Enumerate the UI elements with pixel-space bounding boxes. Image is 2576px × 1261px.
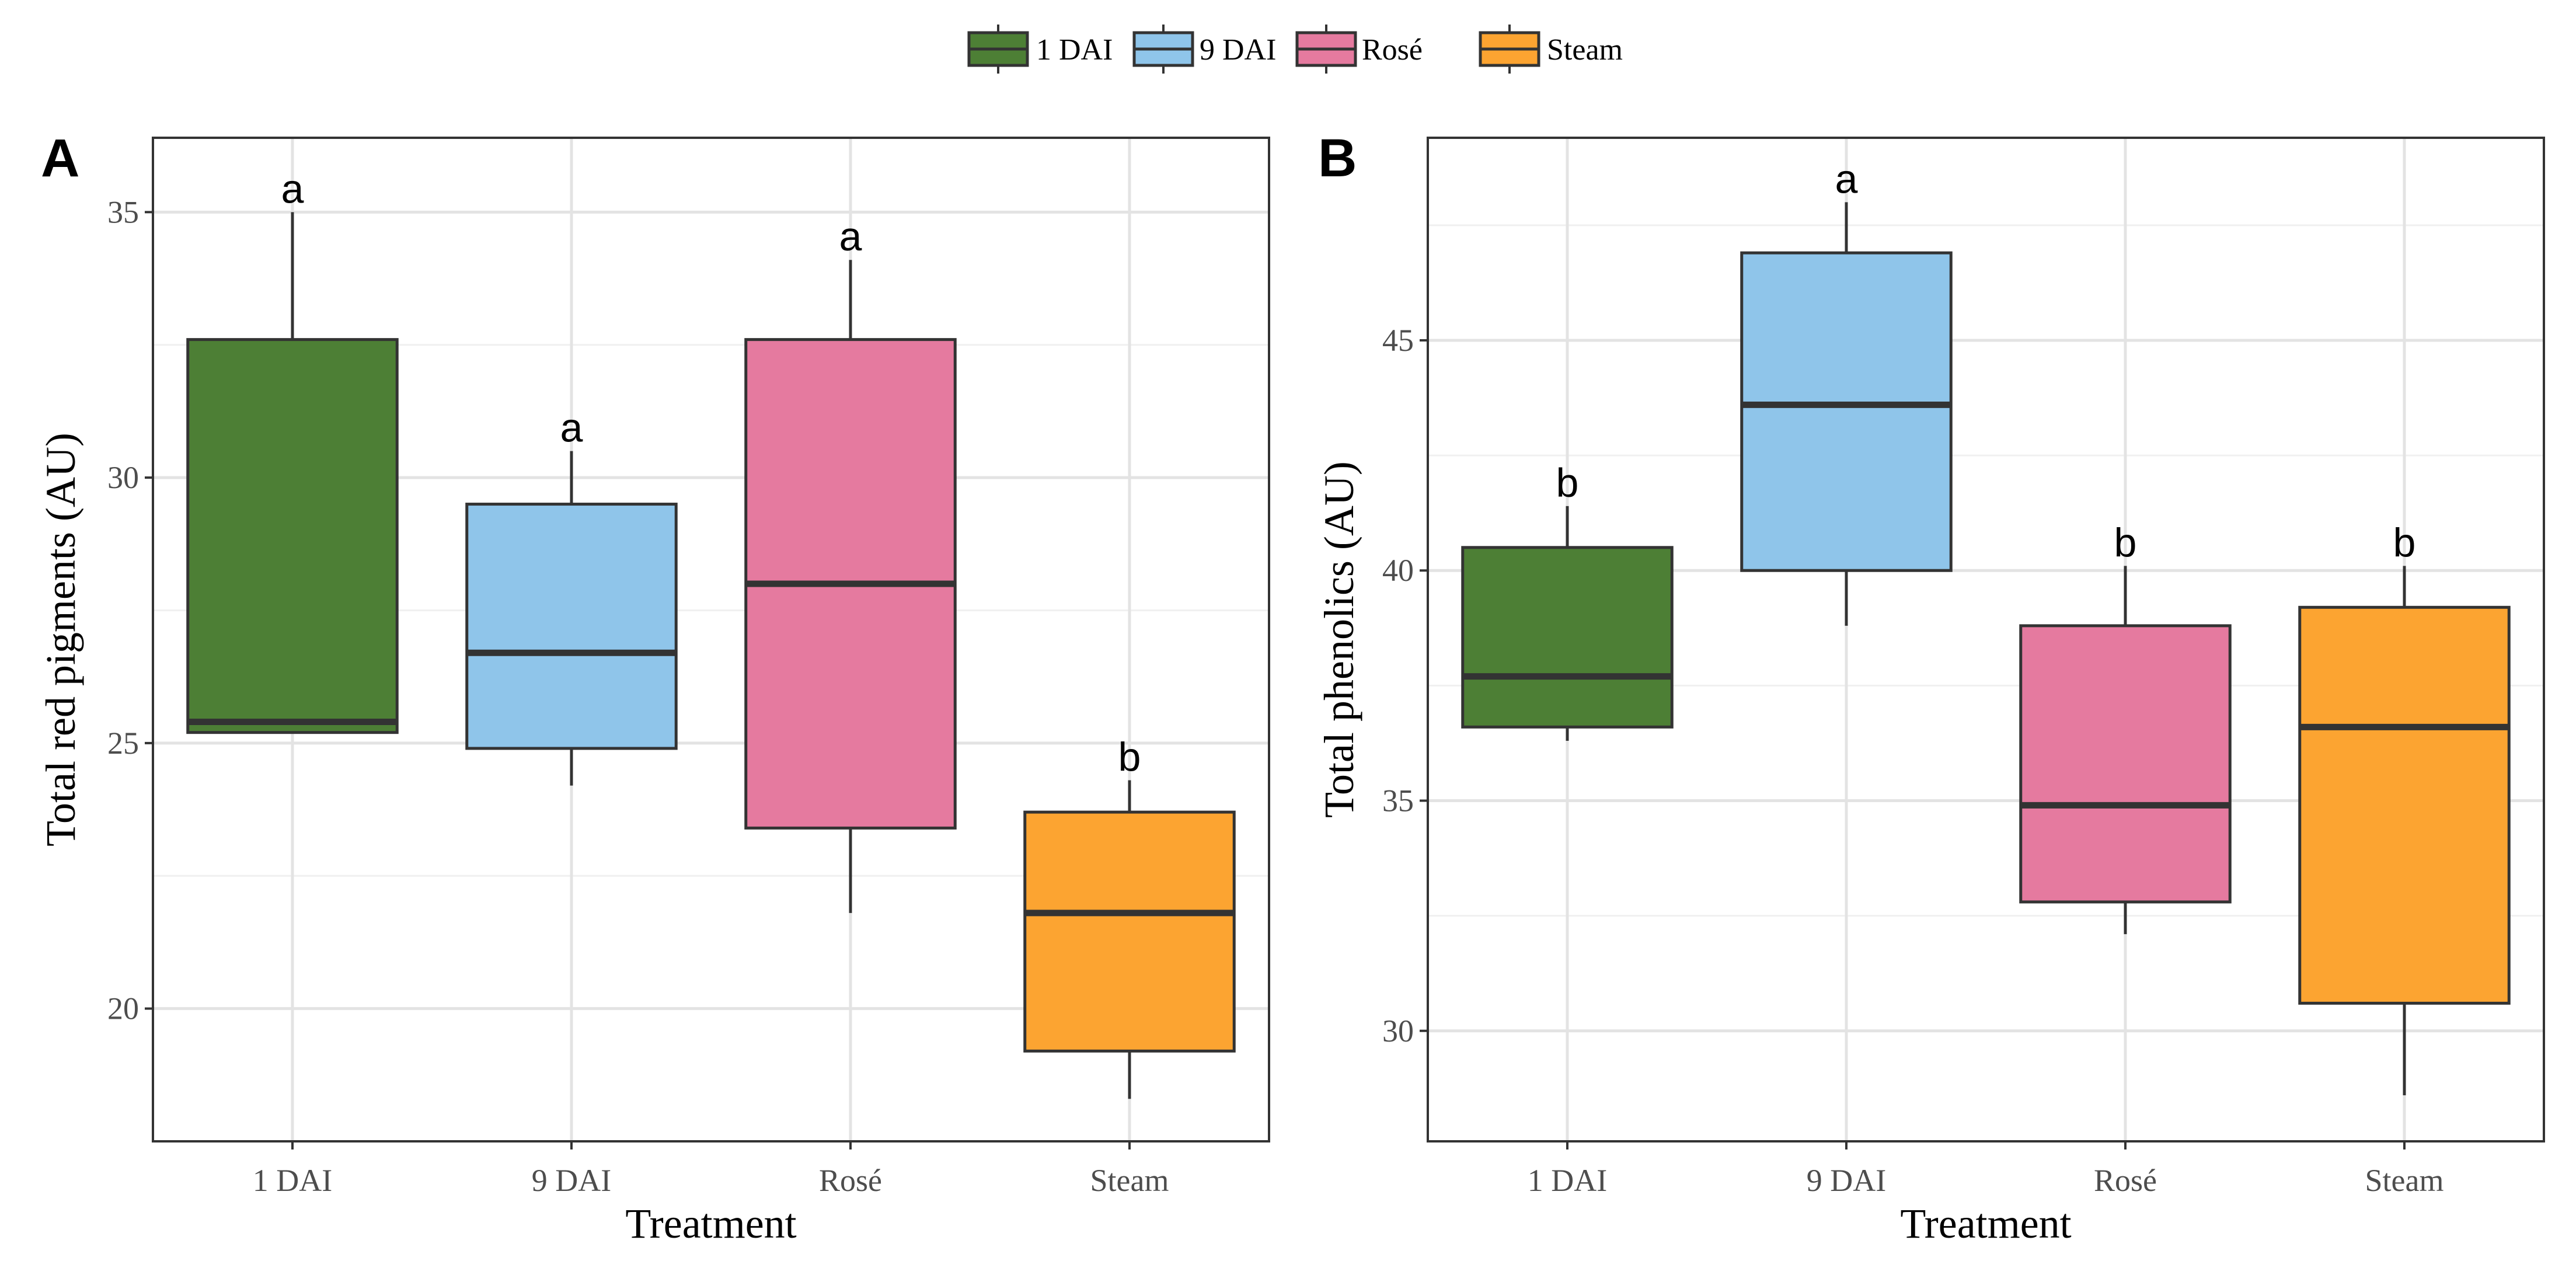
x-axis-title: Treatment (625, 1200, 796, 1247)
chart-figure: 1 DAI 9 DAI Rosé Steam a a a b 20 25 30 35 1 DAI 9 D… (0, 0, 2576, 1258)
significance-letter: a (839, 214, 862, 259)
x-tick-label: Rosé (819, 1163, 882, 1198)
significance-letter: b (2114, 520, 2137, 565)
x-tick-label: Rosé (2094, 1163, 2157, 1198)
y-tick-label: 20 (107, 991, 139, 1026)
y-axis-title: Total red pigments (AU) (37, 433, 84, 847)
box-iqr (1742, 253, 1951, 570)
y-tick-label: 25 (107, 726, 139, 761)
box-iqr (467, 504, 677, 748)
x-tick-label: Steam (2365, 1163, 2444, 1198)
x-tick-label: 1 DAI (253, 1163, 332, 1198)
y-tick-label: 30 (107, 460, 139, 495)
figure: 1 DAI 9 DAI Rosé Steam a a a b 20 25 30 35 1 DAI 9 D… (0, 0, 2576, 1258)
box-iqr (188, 340, 398, 733)
x-tick-label: 9 DAI (532, 1163, 611, 1198)
box-iqr (1025, 812, 1235, 1051)
legend-label: Steam (1547, 33, 1623, 67)
significance-letter: b (1556, 460, 1579, 506)
legend-label: Rosé (1362, 33, 1423, 67)
y-tick-label: 30 (1382, 1013, 1414, 1048)
significance-letter: a (560, 405, 583, 451)
significance-letter: a (1835, 156, 1858, 201)
panel-a: a a a b 20 25 30 35 1 DAI 9 DAI Rosé Steam Treatment… (37, 128, 1269, 1247)
box-iqr (2021, 626, 2230, 902)
significance-letter: b (1118, 734, 1141, 780)
legend-label: 1 DAI (1036, 33, 1113, 67)
x-axis-title: Treatment (1900, 1200, 2071, 1247)
y-tick-label: 35 (107, 194, 139, 229)
significance-letter: a (281, 166, 304, 211)
x-tick-label: 9 DAI (1807, 1163, 1886, 1198)
y-tick-label: 45 (1382, 323, 1414, 358)
panel-label: A (41, 128, 79, 188)
box-iqr (2300, 607, 2509, 1003)
y-axis-title: Total phenolics (AU) (1316, 461, 1362, 818)
x-tick-label: Steam (1090, 1163, 1169, 1198)
panel-label: B (1318, 128, 1357, 188)
y-tick-label: 35 (1382, 783, 1414, 818)
panel-b: b a b b 30 35 40 45 1 DAI 9 DAI Rosé Steam Treatment… (1316, 128, 2544, 1247)
y-tick-label: 40 (1382, 553, 1414, 588)
significance-letter: b (2393, 520, 2416, 565)
box-iqr (1463, 548, 1672, 727)
legend-label: 9 DAI (1200, 33, 1276, 67)
x-tick-label: 1 DAI (1528, 1163, 1607, 1198)
